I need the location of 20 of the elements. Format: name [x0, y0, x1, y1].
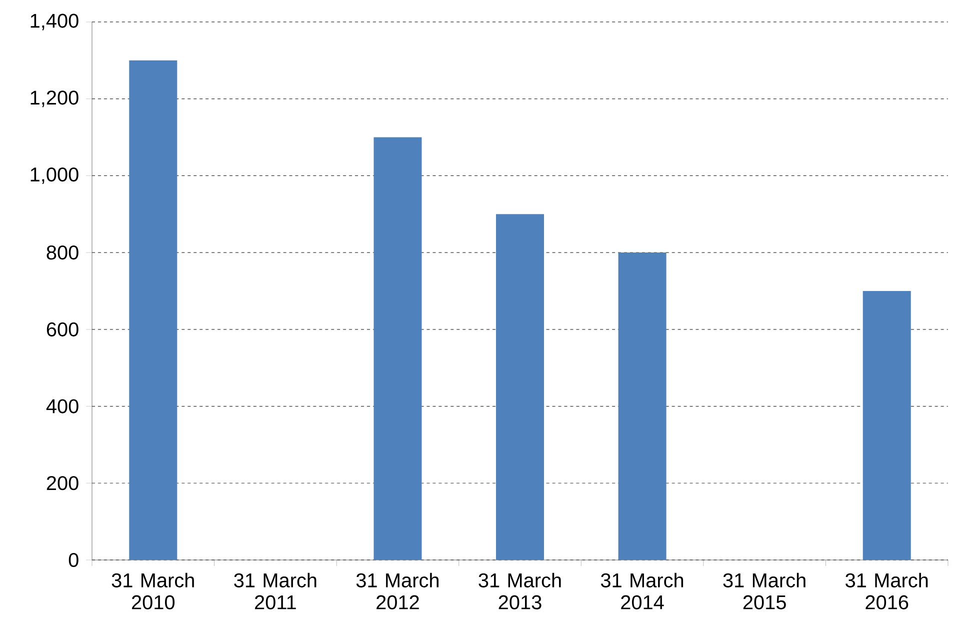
- x-tick-label: 31 March 2013: [478, 572, 561, 610]
- x-tick-label: 31 March 2010: [112, 572, 194, 610]
- bar: [862, 290, 911, 560]
- bar: [374, 137, 422, 560]
- x-tick-label: 31 March 2015: [723, 572, 806, 610]
- y-tick-label: 600: [46, 322, 78, 336]
- y-tick-label: 1,200: [30, 90, 78, 108]
- x-tick-label: 31 March 2012: [356, 572, 438, 610]
- y-tick-label: 1,400: [30, 14, 78, 30]
- y-tick-label: 400: [46, 399, 78, 414]
- y-tick-label: 0: [68, 552, 78, 568]
- x-tick-label: 31 March 2016: [846, 572, 928, 610]
- bar: [618, 252, 666, 560]
- bar: [129, 60, 178, 560]
- y-tick-label: 800: [46, 246, 78, 260]
- y-tick-label: 1,000: [30, 167, 78, 184]
- x-tick-label: 31 March 2014: [600, 572, 684, 610]
- bar: [496, 214, 544, 560]
- x-tick-label: 31 March 2011: [234, 572, 316, 610]
- y-tick-label: 200: [46, 476, 78, 490]
